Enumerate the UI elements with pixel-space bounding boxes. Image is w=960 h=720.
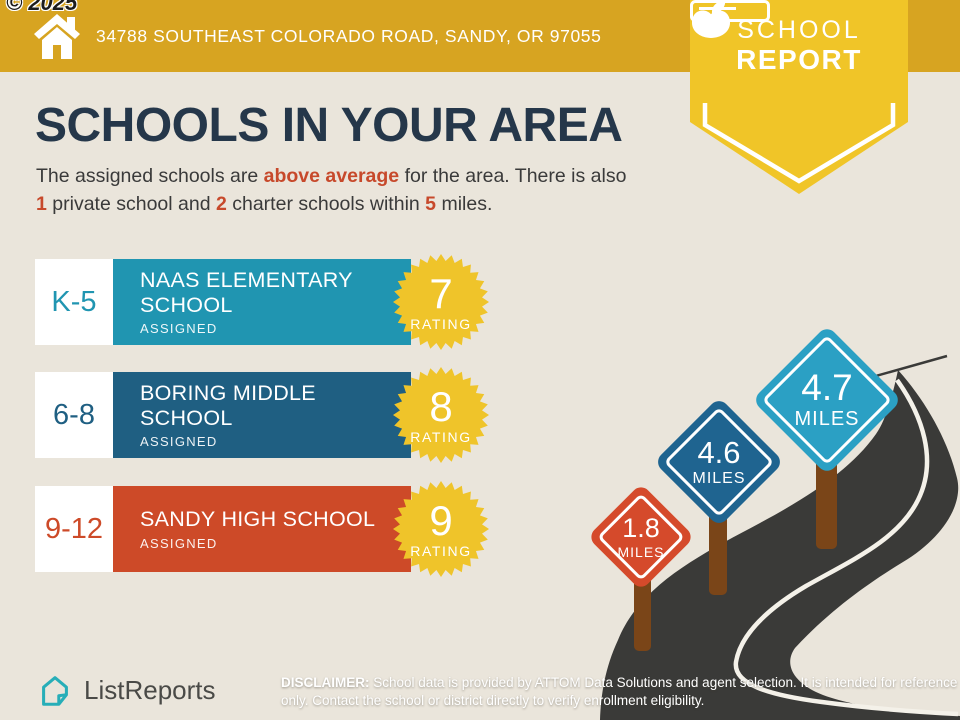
brand-name: ListReports — [84, 674, 216, 705]
rating-value: 8 — [429, 382, 453, 430]
summary-text: The assigned schools are above average f… — [36, 165, 627, 216]
rating-badge-elementary: 7 RATING — [393, 254, 489, 350]
starburst-icon — [393, 254, 489, 350]
rating-label: RATING — [410, 428, 472, 445]
distance-sign-4-6-miles: 4.6 MILES — [653, 396, 785, 528]
school-name: SANDY HIGH SCHOOL — [140, 507, 376, 532]
school-name: BORING MIDDLE SCHOOL — [140, 380, 316, 430]
rating-badge-high: 9 RATING — [393, 481, 489, 577]
school-report-badge: SCHOOL REPORT — [690, 0, 908, 196]
distance-sign-1-8-miles: 1.8 MILES — [587, 483, 695, 591]
book-icon — [690, 0, 770, 22]
school-bar: SANDY HIGH SCHOOL ASSIGNED — [113, 486, 411, 572]
grade-range-label: K-5 — [35, 259, 113, 345]
distance-unit: MILES — [617, 543, 665, 560]
rating-value: 9 — [429, 496, 453, 544]
home-icon — [34, 14, 80, 59]
rating-badge-middle: 8 RATING — [393, 367, 489, 463]
distance-unit: MILES — [794, 408, 860, 430]
pennant-shape — [690, 0, 908, 194]
copyright-watermark: © 2025 — [6, 0, 78, 15]
school-status: ASSIGNED — [140, 434, 218, 450]
badge-line2: REPORT — [736, 44, 862, 75]
distance-value: 4.6 — [697, 434, 741, 470]
distance-sign-4-7-miles: 4.7 MILES — [752, 325, 902, 475]
school-bar: NAAS ELEMENTARY SCHOOL ASSIGNED — [113, 259, 411, 345]
school-status: ASSIGNED — [140, 535, 218, 551]
grade-range-label: 9-12 — [35, 486, 113, 572]
distance-value: 1.8 — [622, 512, 660, 543]
school-name: NAAS ELEMENTARY SCHOOL — [140, 267, 353, 317]
distance-unit: MILES — [692, 469, 746, 487]
listreports-house-icon — [42, 676, 68, 706]
rating-label: RATING — [410, 542, 472, 559]
page-title: SCHOOLS IN YOUR AREA — [35, 99, 623, 152]
grade-range-label: 6-8 — [35, 372, 113, 458]
listreports-logo: ListReports — [36, 671, 216, 709]
starburst-icon — [393, 367, 489, 463]
distance-value: 4.7 — [801, 367, 853, 408]
school-status: ASSIGNED — [140, 321, 218, 337]
disclaimer-body: School data is provided by ATTOM Data So… — [281, 675, 958, 709]
school-bar: BORING MIDDLE SCHOOL ASSIGNED — [113, 372, 411, 458]
property-address: 34788 SOUTHEAST COLORADO ROAD, SANDY, OR… — [96, 25, 602, 46]
rating-value: 7 — [429, 269, 453, 317]
disclaimer-text: DISCLAIMER: School data is provided by A… — [281, 674, 960, 710]
starburst-icon — [393, 481, 489, 577]
disclaimer-prefix: DISCLAIMER: — [281, 675, 370, 690]
rating-label: RATING — [410, 315, 472, 332]
